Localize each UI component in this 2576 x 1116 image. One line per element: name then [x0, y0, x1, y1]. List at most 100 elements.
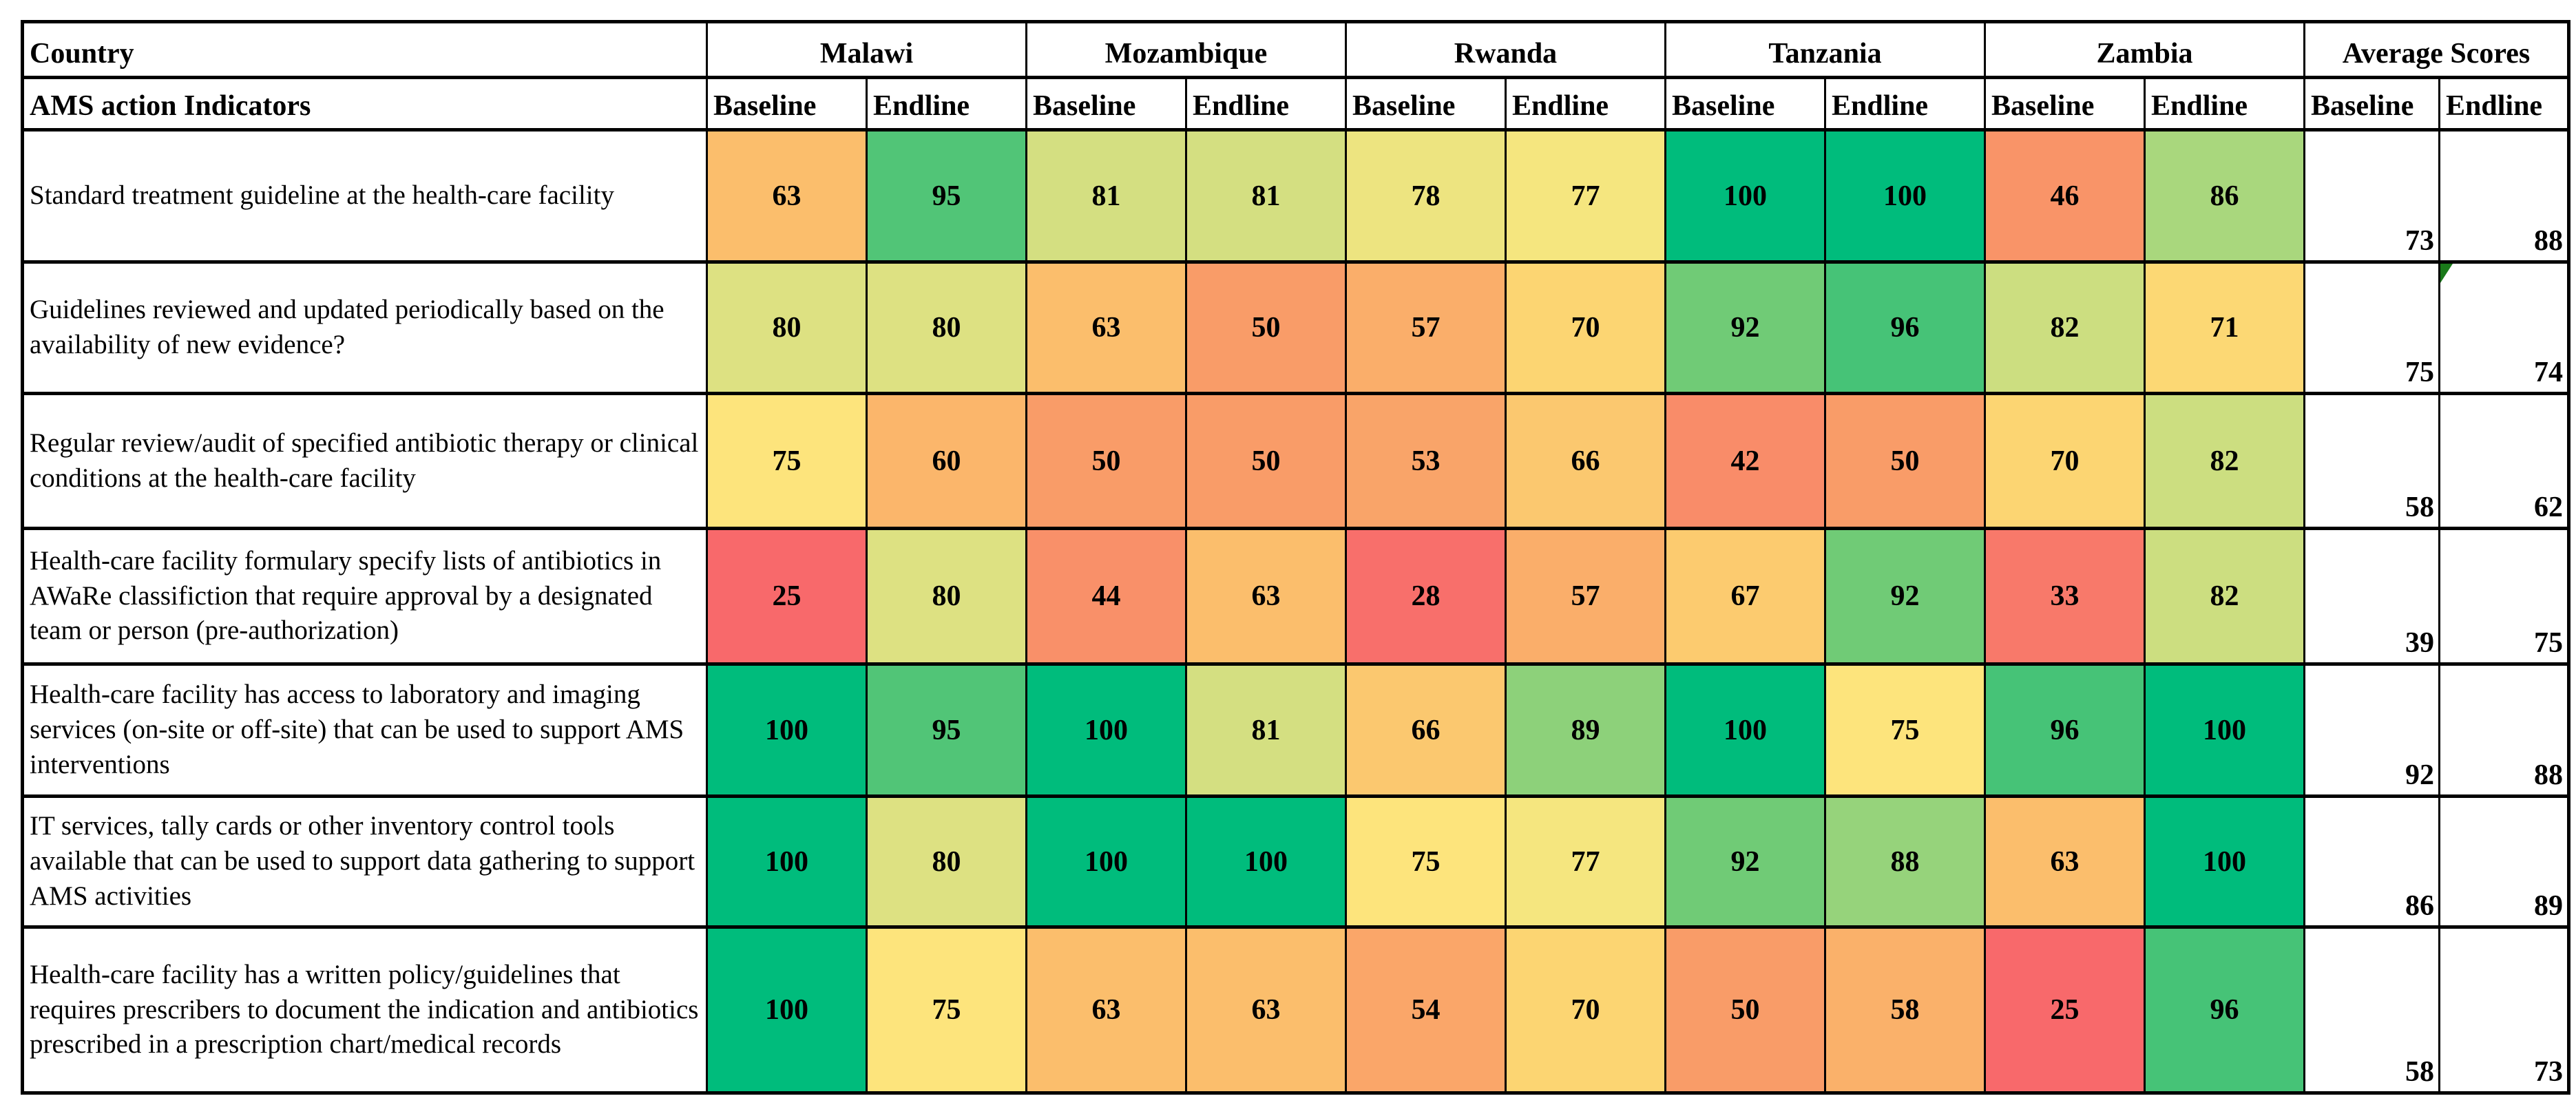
average-endline-cell: 88 [2438, 128, 2567, 260]
score-cell: 60 [866, 392, 1025, 527]
score-cell: 70 [1505, 925, 1664, 1091]
score-cell: 77 [1505, 794, 1664, 925]
average-endline-cell: 74 [2438, 260, 2567, 392]
average-endline-cell: 62 [2438, 392, 2567, 527]
row-header-ams-action-indicators: AMS action Indicators [24, 76, 706, 128]
average-endline-cell: 75 [2438, 527, 2567, 662]
score-cell: 53 [1345, 392, 1505, 527]
score-cell: 80 [866, 527, 1025, 662]
scores-table: Country Malawi Mozambique Rwanda Tanzania Zam… [21, 20, 2570, 1095]
score-cell: 100 [2144, 794, 2303, 925]
score-cell: 100 [1025, 794, 1185, 925]
score-cell: 50 [1025, 392, 1185, 527]
average-baseline-cell: 58 [2303, 392, 2438, 527]
sub-header-baseline-4: Baseline [1984, 76, 2144, 128]
score-cell: 80 [866, 794, 1025, 925]
score-cell: 96 [1984, 662, 2144, 794]
score-cell: 25 [706, 527, 866, 662]
score-cell: 95 [866, 662, 1025, 794]
score-cell: 54 [1345, 925, 1505, 1091]
score-cell: 75 [1345, 794, 1505, 925]
indicator-label: Guidelines reviewed and updated periodic… [24, 260, 706, 392]
average-endline-cell: 88 [2438, 662, 2567, 794]
score-cell: 82 [2144, 392, 2303, 527]
score-cell: 100 [1664, 128, 1824, 260]
average-baseline-cell: 73 [2303, 128, 2438, 260]
average-endline-cell: 73 [2438, 925, 2567, 1091]
score-cell: 100 [706, 794, 866, 925]
score-cell: 100 [1185, 794, 1345, 925]
score-cell: 82 [2144, 527, 2303, 662]
indicator-label: Standard treatment guideline at the heal… [24, 128, 706, 260]
score-cell: 81 [1185, 662, 1345, 794]
indicator-label: Regular review/audit of specified antibi… [24, 392, 706, 527]
country-group-header-rwanda: Rwanda [1345, 23, 1664, 76]
score-cell: 57 [1505, 527, 1664, 662]
score-cell: 66 [1345, 662, 1505, 794]
average-scores-group-header: Average Scores [2303, 23, 2567, 76]
score-cell: 100 [2144, 662, 2303, 794]
score-cell: 63 [1025, 260, 1185, 392]
average-baseline-cell: 75 [2303, 260, 2438, 392]
score-cell: 70 [1505, 260, 1664, 392]
score-cell: 95 [866, 128, 1025, 260]
score-cell: 63 [1984, 794, 2144, 925]
sub-header-baseline-1: Baseline [1025, 76, 1185, 128]
score-cell: 100 [1824, 128, 1984, 260]
score-cell: 75 [706, 392, 866, 527]
score-cell: 71 [2144, 260, 2303, 392]
score-cell: 96 [1824, 260, 1984, 392]
score-cell: 28 [1345, 527, 1505, 662]
score-cell: 75 [866, 925, 1025, 1091]
country-group-header-malawi: Malawi [706, 23, 1025, 76]
sub-header-baseline-5: Baseline [2303, 76, 2438, 128]
score-cell: 46 [1984, 128, 2144, 260]
score-cell: 50 [1185, 392, 1345, 527]
score-cell: 81 [1025, 128, 1185, 260]
score-cell: 75 [1824, 662, 1984, 794]
country-group-header-zambia: Zambia [1984, 23, 2303, 76]
indicator-label: Health-care facility has a written polic… [24, 925, 706, 1091]
score-cell: 66 [1505, 392, 1664, 527]
score-cell: 81 [1185, 128, 1345, 260]
score-cell: 50 [1185, 260, 1345, 392]
sub-header-endline-5: Endline [2438, 76, 2567, 128]
average-baseline-cell: 86 [2303, 794, 2438, 925]
score-cell: 82 [1984, 260, 2144, 392]
score-cell: 57 [1345, 260, 1505, 392]
score-cell: 100 [706, 925, 866, 1091]
indicator-label: Health-care facility formulary specify l… [24, 527, 706, 662]
score-cell: 63 [1185, 925, 1345, 1091]
country-group-header-tanzania: Tanzania [1664, 23, 1984, 76]
sub-header-baseline-2: Baseline [1345, 76, 1505, 128]
score-cell: 86 [2144, 128, 2303, 260]
score-cell: 50 [1824, 392, 1984, 527]
score-cell: 89 [1505, 662, 1664, 794]
average-baseline-cell: 92 [2303, 662, 2438, 794]
sub-header-endline-3: Endline [1824, 76, 1984, 128]
score-cell: 67 [1664, 527, 1824, 662]
score-cell: 25 [1984, 925, 2144, 1091]
score-cell: 42 [1664, 392, 1824, 527]
score-cell: 63 [1185, 527, 1345, 662]
score-cell: 80 [866, 260, 1025, 392]
column-header-country: Country [24, 23, 706, 76]
score-cell: 58 [1824, 925, 1984, 1091]
score-cell: 92 [1664, 260, 1824, 392]
country-group-header-mozambique: Mozambique [1025, 23, 1345, 76]
average-endline-cell: 89 [2438, 794, 2567, 925]
sub-header-endline-2: Endline [1505, 76, 1664, 128]
score-cell: 100 [706, 662, 866, 794]
score-cell: 88 [1824, 794, 1984, 925]
sub-header-baseline-3: Baseline [1664, 76, 1824, 128]
score-cell: 80 [706, 260, 866, 392]
sub-header-endline-0: Endline [866, 76, 1025, 128]
sub-header-endline-1: Endline [1185, 76, 1345, 128]
average-baseline-cell: 39 [2303, 527, 2438, 662]
cell-flag-triangle-icon [2440, 264, 2453, 283]
average-baseline-cell: 58 [2303, 925, 2438, 1091]
sub-header-baseline-0: Baseline [706, 76, 866, 128]
score-cell: 50 [1664, 925, 1824, 1091]
score-cell: 96 [2144, 925, 2303, 1091]
sub-header-endline-4: Endline [2144, 76, 2303, 128]
